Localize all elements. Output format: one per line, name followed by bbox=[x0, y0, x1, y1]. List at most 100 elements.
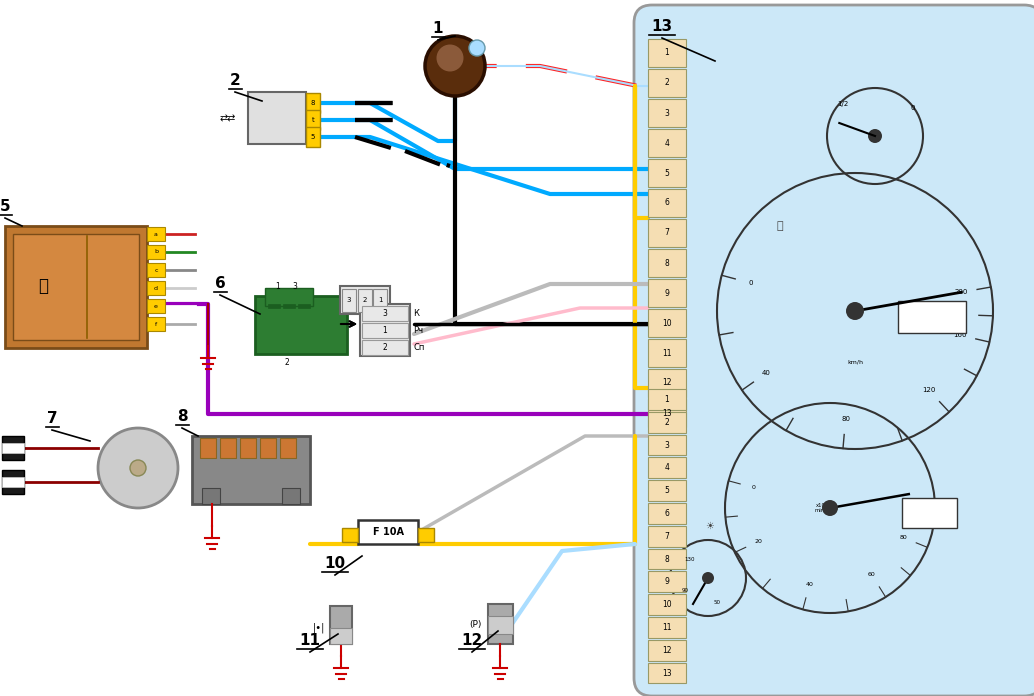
Text: 8: 8 bbox=[665, 258, 669, 267]
FancyBboxPatch shape bbox=[648, 663, 686, 683]
Text: 6: 6 bbox=[665, 509, 669, 518]
Text: 7: 7 bbox=[47, 411, 57, 426]
Circle shape bbox=[98, 428, 178, 508]
Text: 13: 13 bbox=[651, 19, 672, 34]
FancyBboxPatch shape bbox=[342, 289, 356, 312]
Text: 20: 20 bbox=[755, 539, 762, 544]
FancyBboxPatch shape bbox=[898, 301, 966, 333]
FancyBboxPatch shape bbox=[648, 434, 686, 455]
FancyBboxPatch shape bbox=[648, 39, 686, 67]
Text: 6: 6 bbox=[215, 276, 225, 291]
Text: 11: 11 bbox=[300, 633, 321, 648]
FancyBboxPatch shape bbox=[13, 234, 139, 340]
FancyBboxPatch shape bbox=[147, 227, 165, 241]
FancyBboxPatch shape bbox=[648, 219, 686, 247]
Text: 12: 12 bbox=[461, 633, 483, 648]
FancyBboxPatch shape bbox=[147, 263, 165, 277]
FancyBboxPatch shape bbox=[648, 594, 686, 615]
FancyBboxPatch shape bbox=[282, 488, 300, 504]
FancyBboxPatch shape bbox=[248, 92, 306, 144]
Text: 2: 2 bbox=[230, 73, 240, 88]
Text: 2: 2 bbox=[383, 343, 388, 352]
Text: 10: 10 bbox=[662, 600, 672, 609]
Circle shape bbox=[702, 572, 714, 584]
Text: 10: 10 bbox=[325, 556, 345, 571]
FancyBboxPatch shape bbox=[634, 5, 1034, 696]
FancyBboxPatch shape bbox=[147, 245, 165, 259]
FancyBboxPatch shape bbox=[648, 525, 686, 546]
Text: 2: 2 bbox=[665, 418, 669, 427]
FancyBboxPatch shape bbox=[2, 443, 24, 453]
FancyBboxPatch shape bbox=[648, 309, 686, 337]
Text: 7: 7 bbox=[665, 228, 669, 237]
Text: 6: 6 bbox=[665, 198, 669, 207]
FancyBboxPatch shape bbox=[298, 304, 310, 308]
Text: 5: 5 bbox=[665, 486, 669, 495]
Text: 130: 130 bbox=[685, 557, 695, 562]
Text: f: f bbox=[155, 322, 157, 326]
Text: 160: 160 bbox=[953, 332, 967, 338]
FancyBboxPatch shape bbox=[648, 129, 686, 157]
Text: 3: 3 bbox=[346, 297, 352, 303]
Text: 2: 2 bbox=[362, 297, 367, 303]
FancyBboxPatch shape bbox=[648, 480, 686, 501]
Text: 120: 120 bbox=[922, 387, 936, 393]
FancyBboxPatch shape bbox=[648, 189, 686, 217]
Text: 12: 12 bbox=[662, 646, 672, 655]
FancyBboxPatch shape bbox=[255, 296, 347, 354]
FancyBboxPatch shape bbox=[648, 159, 686, 187]
FancyBboxPatch shape bbox=[147, 317, 165, 331]
FancyBboxPatch shape bbox=[902, 498, 957, 528]
Text: 50: 50 bbox=[713, 600, 721, 605]
FancyBboxPatch shape bbox=[202, 488, 220, 504]
FancyBboxPatch shape bbox=[648, 571, 686, 592]
Text: t: t bbox=[311, 117, 314, 123]
Text: 3: 3 bbox=[293, 282, 298, 291]
Text: 60: 60 bbox=[868, 573, 876, 578]
FancyBboxPatch shape bbox=[418, 528, 434, 542]
FancyBboxPatch shape bbox=[648, 548, 686, 569]
FancyBboxPatch shape bbox=[220, 438, 236, 458]
Text: 4: 4 bbox=[665, 464, 669, 473]
FancyBboxPatch shape bbox=[340, 286, 390, 314]
Text: 13: 13 bbox=[662, 668, 672, 677]
Circle shape bbox=[425, 36, 485, 96]
Text: 90: 90 bbox=[682, 589, 689, 594]
FancyBboxPatch shape bbox=[342, 528, 358, 542]
FancyBboxPatch shape bbox=[488, 604, 513, 644]
Circle shape bbox=[822, 500, 838, 516]
FancyBboxPatch shape bbox=[362, 323, 408, 338]
FancyBboxPatch shape bbox=[192, 436, 310, 504]
Text: (P): (P) bbox=[469, 619, 482, 628]
FancyBboxPatch shape bbox=[358, 289, 371, 312]
Text: 9: 9 bbox=[665, 289, 669, 297]
Text: 1: 1 bbox=[276, 282, 280, 291]
Text: 11: 11 bbox=[662, 349, 672, 358]
Text: 1: 1 bbox=[433, 21, 444, 36]
Text: d: d bbox=[154, 285, 158, 290]
FancyBboxPatch shape bbox=[2, 436, 24, 460]
Text: 200: 200 bbox=[954, 290, 968, 295]
Text: 1/2: 1/2 bbox=[838, 101, 849, 107]
Text: 80: 80 bbox=[841, 416, 850, 422]
Text: 10: 10 bbox=[662, 319, 672, 328]
Text: ⇄⇄: ⇄⇄ bbox=[220, 113, 236, 123]
Text: a: a bbox=[154, 232, 158, 237]
Circle shape bbox=[436, 45, 463, 72]
FancyBboxPatch shape bbox=[147, 299, 165, 313]
FancyBboxPatch shape bbox=[648, 279, 686, 307]
Text: 5: 5 bbox=[665, 168, 669, 177]
Text: km/h: km/h bbox=[847, 359, 863, 364]
FancyBboxPatch shape bbox=[5, 226, 147, 348]
Text: 11: 11 bbox=[662, 623, 672, 632]
FancyBboxPatch shape bbox=[147, 281, 165, 295]
FancyBboxPatch shape bbox=[648, 389, 686, 410]
FancyBboxPatch shape bbox=[648, 503, 686, 524]
FancyBboxPatch shape bbox=[362, 340, 408, 355]
FancyBboxPatch shape bbox=[360, 304, 410, 356]
Text: 8: 8 bbox=[311, 100, 315, 106]
FancyBboxPatch shape bbox=[306, 110, 320, 130]
FancyBboxPatch shape bbox=[648, 369, 686, 397]
FancyBboxPatch shape bbox=[648, 99, 686, 127]
FancyBboxPatch shape bbox=[373, 289, 387, 312]
